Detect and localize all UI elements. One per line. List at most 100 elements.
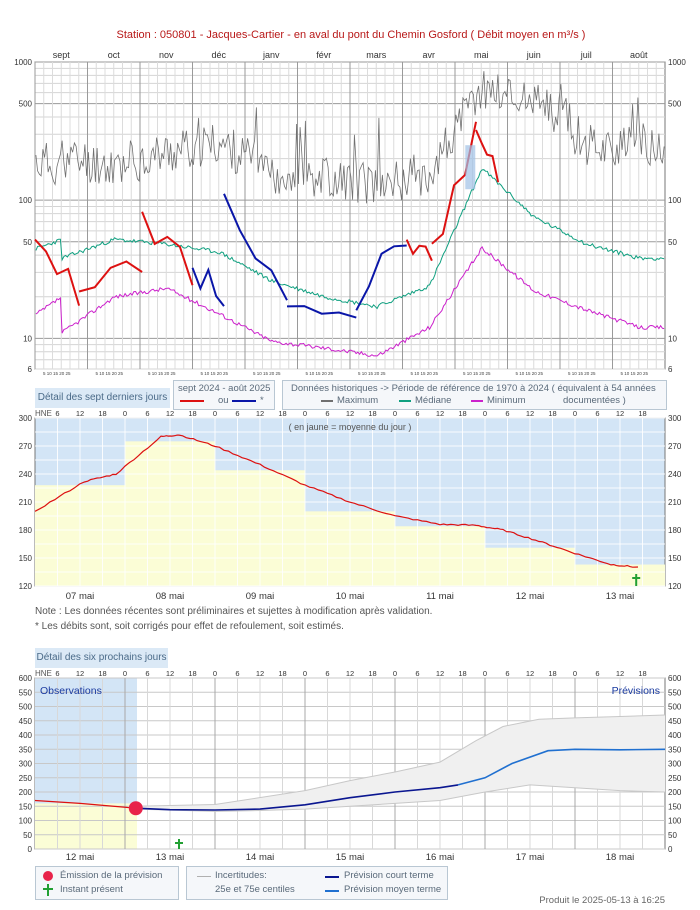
hour-tick-label: 6 [595, 669, 599, 678]
y-tick-label: 350 [19, 745, 33, 754]
y-tick-label: 150 [668, 802, 682, 811]
y-tick-label: 550 [19, 688, 33, 697]
hour-tick-label: 12 [526, 409, 534, 418]
y-tick-label: 0 [668, 845, 673, 854]
note-corrected: * Les débits sont, soit corrigés pour ef… [35, 621, 344, 632]
y-tick-label: 120 [19, 582, 33, 591]
hour-tick-label: 12 [166, 669, 174, 678]
forecast-legend-markers: Émission de la prévision Instant présent [35, 866, 179, 900]
detail-seven-days-button[interactable]: Détail des sept derniers jours [35, 388, 170, 408]
hour-tick-label: 12 [436, 669, 444, 678]
hour-tick-label: 0 [213, 669, 217, 678]
legend-present: Instant présent [60, 884, 123, 895]
maximum-line [35, 71, 665, 204]
month-label: janv [262, 50, 280, 60]
hour-tick-label: 6 [595, 409, 599, 418]
seven-day-detail-chart: HNE 6 12 18 0 6 12 18 0 6 12 18 0 6 12 18 0 6 12 18 0 6 12 18 0… [19, 409, 682, 602]
y-tick-label: 300 [668, 760, 682, 769]
hour-tick-label: 18 [368, 669, 376, 678]
chart-title: Station : 050801 - Jacques-Cartier - en … [117, 29, 586, 41]
hour-tick-label: 18 [98, 409, 106, 418]
y-tick-label: 6 [668, 365, 673, 374]
day-label: 16 mai [426, 852, 455, 863]
current-year-line [475, 129, 500, 183]
hne-label-2: HNE [35, 669, 52, 678]
hour-tick-label: 12 [166, 409, 174, 418]
y-tick-label: 600 [668, 674, 682, 683]
y-tick-label: 500 [19, 703, 33, 712]
y-tick-label: 150 [19, 802, 33, 811]
y-tick-label: 180 [668, 526, 682, 535]
y-tick-label: 350 [668, 745, 682, 754]
detail-six-days-button[interactable]: Détail des six prochains jours [35, 648, 168, 668]
y-tick-label: 550 [668, 688, 682, 697]
y-tick-label: 100 [668, 817, 682, 826]
legend-uncertainties: Incertitudes: [215, 870, 267, 881]
hour-tick-label: 6 [415, 669, 419, 678]
y-tick-label: 250 [19, 774, 33, 783]
current-year-line-alt [355, 244, 407, 311]
hour-tick-label: 18 [458, 669, 466, 678]
y-tick-label: 200 [668, 788, 682, 797]
hour-tick-label: 18 [98, 669, 106, 678]
hour-tick-label: 18 [458, 409, 466, 418]
historical-legend: Données historiques -> Période de référe… [282, 380, 667, 410]
day-label: 15 mai [336, 852, 365, 863]
legend-blue-line [232, 400, 256, 402]
hour-tick-label: 18 [278, 409, 286, 418]
day-tick-label: 5 10 15 20 25 [43, 371, 71, 376]
month-label: juin [526, 50, 541, 60]
legend-max-line [321, 400, 333, 402]
uncertainty-lower-line [135, 784, 666, 812]
day-tick-label: 5 10 15 20 25 [621, 371, 649, 376]
legend-medium-term: Prévision moyen terme [344, 884, 442, 895]
annual-hydrograph: sept oct nov déc janv févr mars avr mai juin juil a… [14, 50, 686, 376]
forecast-chart: HNE 6 12 18 0 6 12 18 0 6 12 18 0 6 12 18 0 6 12 18 0 6 12 18 0… [19, 669, 682, 863]
hour-tick-label: 0 [123, 669, 127, 678]
current-year-line-alt [286, 305, 357, 319]
uncertainty-band [135, 715, 666, 812]
hour-tick-label: 12 [346, 409, 354, 418]
y-tick-label: 450 [19, 717, 33, 726]
hour-tick-label: 0 [303, 669, 307, 678]
month-label: nov [159, 50, 174, 60]
legend-emission: Émission de la prévision [60, 870, 163, 881]
hour-tick-label: 6 [145, 669, 149, 678]
y-tick-label: 10 [668, 334, 677, 343]
month-label: oct [108, 50, 121, 60]
historical-header: Données historiques -> Période de référe… [291, 383, 656, 394]
hour-tick-label: 18 [548, 409, 556, 418]
hour-tick-label: 18 [638, 669, 646, 678]
legend-centiles: 25e et 75e centiles [215, 884, 295, 895]
day-label: 18 mai [606, 852, 635, 863]
present-marker-icon [43, 884, 53, 896]
recent-week-highlight [465, 145, 476, 190]
hour-tick-label: 18 [368, 409, 376, 418]
hourly-flow-line [34, 434, 639, 568]
hour-tick-label: 6 [235, 409, 239, 418]
legend-median-label: Médiane [415, 395, 452, 406]
minimum-line [35, 246, 665, 357]
month-label: sept [53, 50, 71, 60]
medium-term-forecast-line [457, 748, 666, 786]
hour-tick-label: 12 [526, 669, 534, 678]
day-label: 12 mai [516, 591, 545, 602]
y-tick-label: 300 [19, 760, 33, 769]
short-term-forecast-line [135, 784, 459, 811]
y-tick-label: 400 [668, 731, 682, 740]
y-tick-label: 250 [668, 774, 682, 783]
month-label: mars [366, 50, 386, 60]
month-label: août [630, 50, 648, 60]
emission-marker-icon [43, 871, 53, 881]
current-year-line-alt [191, 266, 225, 307]
hour-tick-label: 12 [76, 669, 84, 678]
y-tick-label: 50 [668, 831, 677, 840]
y-tick-label: 450 [668, 717, 682, 726]
hour-tick-label: 0 [393, 669, 397, 678]
hour-tick-label: 18 [278, 669, 286, 678]
y-tick-label: 200 [19, 788, 33, 797]
day-label: 12 mai [66, 852, 95, 863]
hour-tick-label: 0 [213, 409, 217, 418]
y-tick-label: 50 [668, 238, 677, 247]
